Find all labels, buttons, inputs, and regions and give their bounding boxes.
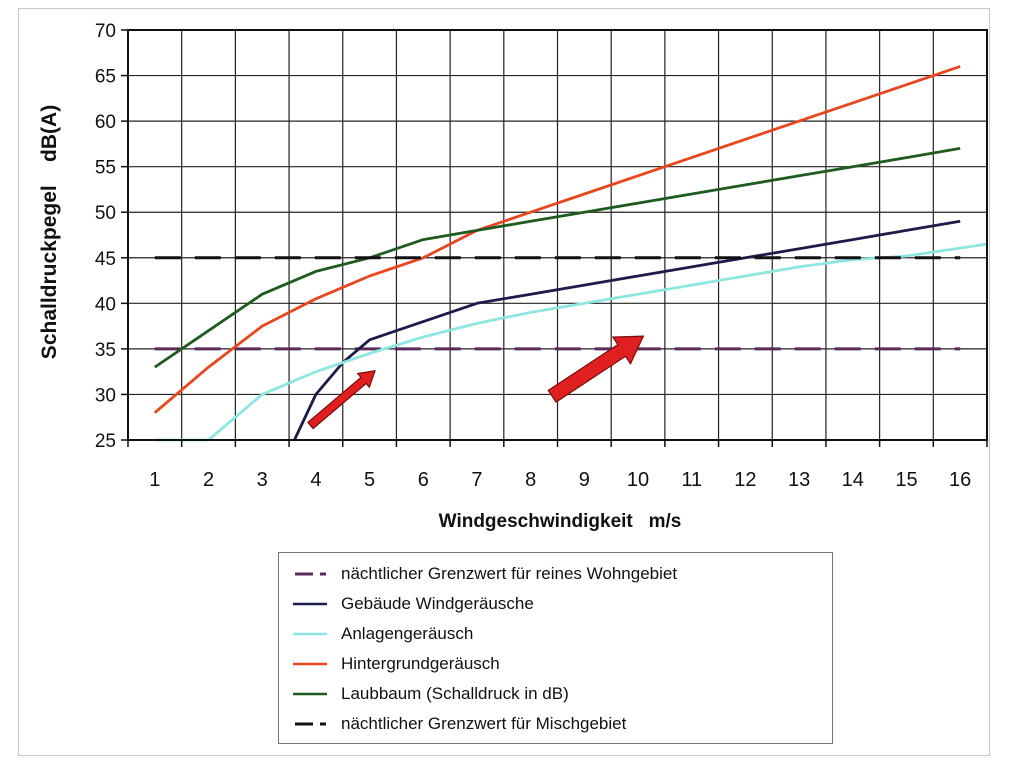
- legend-item: Gebäude Windgeräusche: [293, 589, 832, 619]
- y-tick-label: 50: [95, 203, 116, 224]
- legend-item: Laubbaum (Schalldruck in dB): [293, 679, 832, 709]
- legend-label: Laubbaum (Schalldruck in dB): [341, 684, 569, 703]
- annotation-arrow-1: [307, 370, 376, 430]
- y-tick-label: 35: [95, 340, 116, 361]
- x-axis-title: Windgeschwindigkeit m/s: [439, 511, 682, 532]
- series-line-5: [154, 147, 961, 369]
- x-tick-label: 4: [310, 469, 321, 491]
- legend-swatch: [293, 717, 327, 731]
- series-line-2: [293, 219, 961, 441]
- legend-item: Anlagengeräusch: [293, 619, 832, 649]
- annotation-arrows: [307, 335, 645, 430]
- x-tick-label: 12: [734, 469, 756, 491]
- x-tick-label: 10: [627, 469, 649, 491]
- grid: [128, 29, 987, 441]
- legend-label: nächtlicher Grenzwert für Mischgebiet: [341, 714, 627, 733]
- x-tick-label: 5: [364, 469, 375, 491]
- legend-label: Hintergrundgeräusch: [341, 654, 500, 673]
- y-axis-title: Schalldruckpegel dB(A): [38, 105, 61, 359]
- x-tick-label: 13: [788, 469, 810, 491]
- series-line-4: [153, 65, 961, 414]
- legend-item: nächtlicher Grenzwert für reines Wohngeb…: [293, 559, 832, 589]
- legend-item: Hintergrundgeräusch: [293, 649, 832, 679]
- x-tick-label: 16: [949, 469, 971, 491]
- x-tick-label: 1: [149, 469, 160, 491]
- y-tick-label: 70: [95, 21, 116, 42]
- x-tick-label: 3: [257, 469, 268, 491]
- legend-label: Gebäude Windgeräusche: [341, 594, 534, 613]
- legend-swatch: [293, 627, 327, 641]
- legend-swatch: [293, 567, 327, 581]
- series-line-3: [154, 242, 988, 442]
- y-tick-label: 40: [95, 294, 116, 315]
- legend-label: Anlagengeräusch: [341, 624, 474, 643]
- x-tick-label: 15: [895, 469, 917, 491]
- x-tick-label: 2: [203, 469, 214, 491]
- y-tick-label: 25: [95, 431, 116, 452]
- y-tick-label: 45: [95, 249, 116, 270]
- legend-swatch: [293, 657, 327, 671]
- x-tick-label: 9: [579, 469, 590, 491]
- legend-label: nächtlicher Grenzwert für reines Wohngeb…: [341, 564, 678, 583]
- legend-swatch: [293, 597, 327, 611]
- annotation-arrow-2: [547, 335, 645, 403]
- x-tick-label: 7: [471, 469, 482, 491]
- x-tick-label: 14: [842, 469, 864, 491]
- legend-item: nächtlicher Grenzwert für Mischgebiet: [293, 709, 832, 739]
- y-tick-label: 55: [95, 158, 116, 179]
- axes: [121, 29, 988, 447]
- y-tick-label: 65: [95, 67, 116, 88]
- legend-swatch: [293, 687, 327, 701]
- y-tick-label: 60: [95, 112, 116, 133]
- series-lines: [153, 65, 988, 442]
- y-tick-label: 30: [95, 385, 116, 406]
- x-tick-label: 11: [681, 469, 702, 491]
- x-tick-label: 8: [525, 469, 536, 491]
- x-tick-label: 6: [418, 469, 429, 491]
- legend: nächtlicher Grenzwert für reines Wohngeb…: [278, 552, 833, 744]
